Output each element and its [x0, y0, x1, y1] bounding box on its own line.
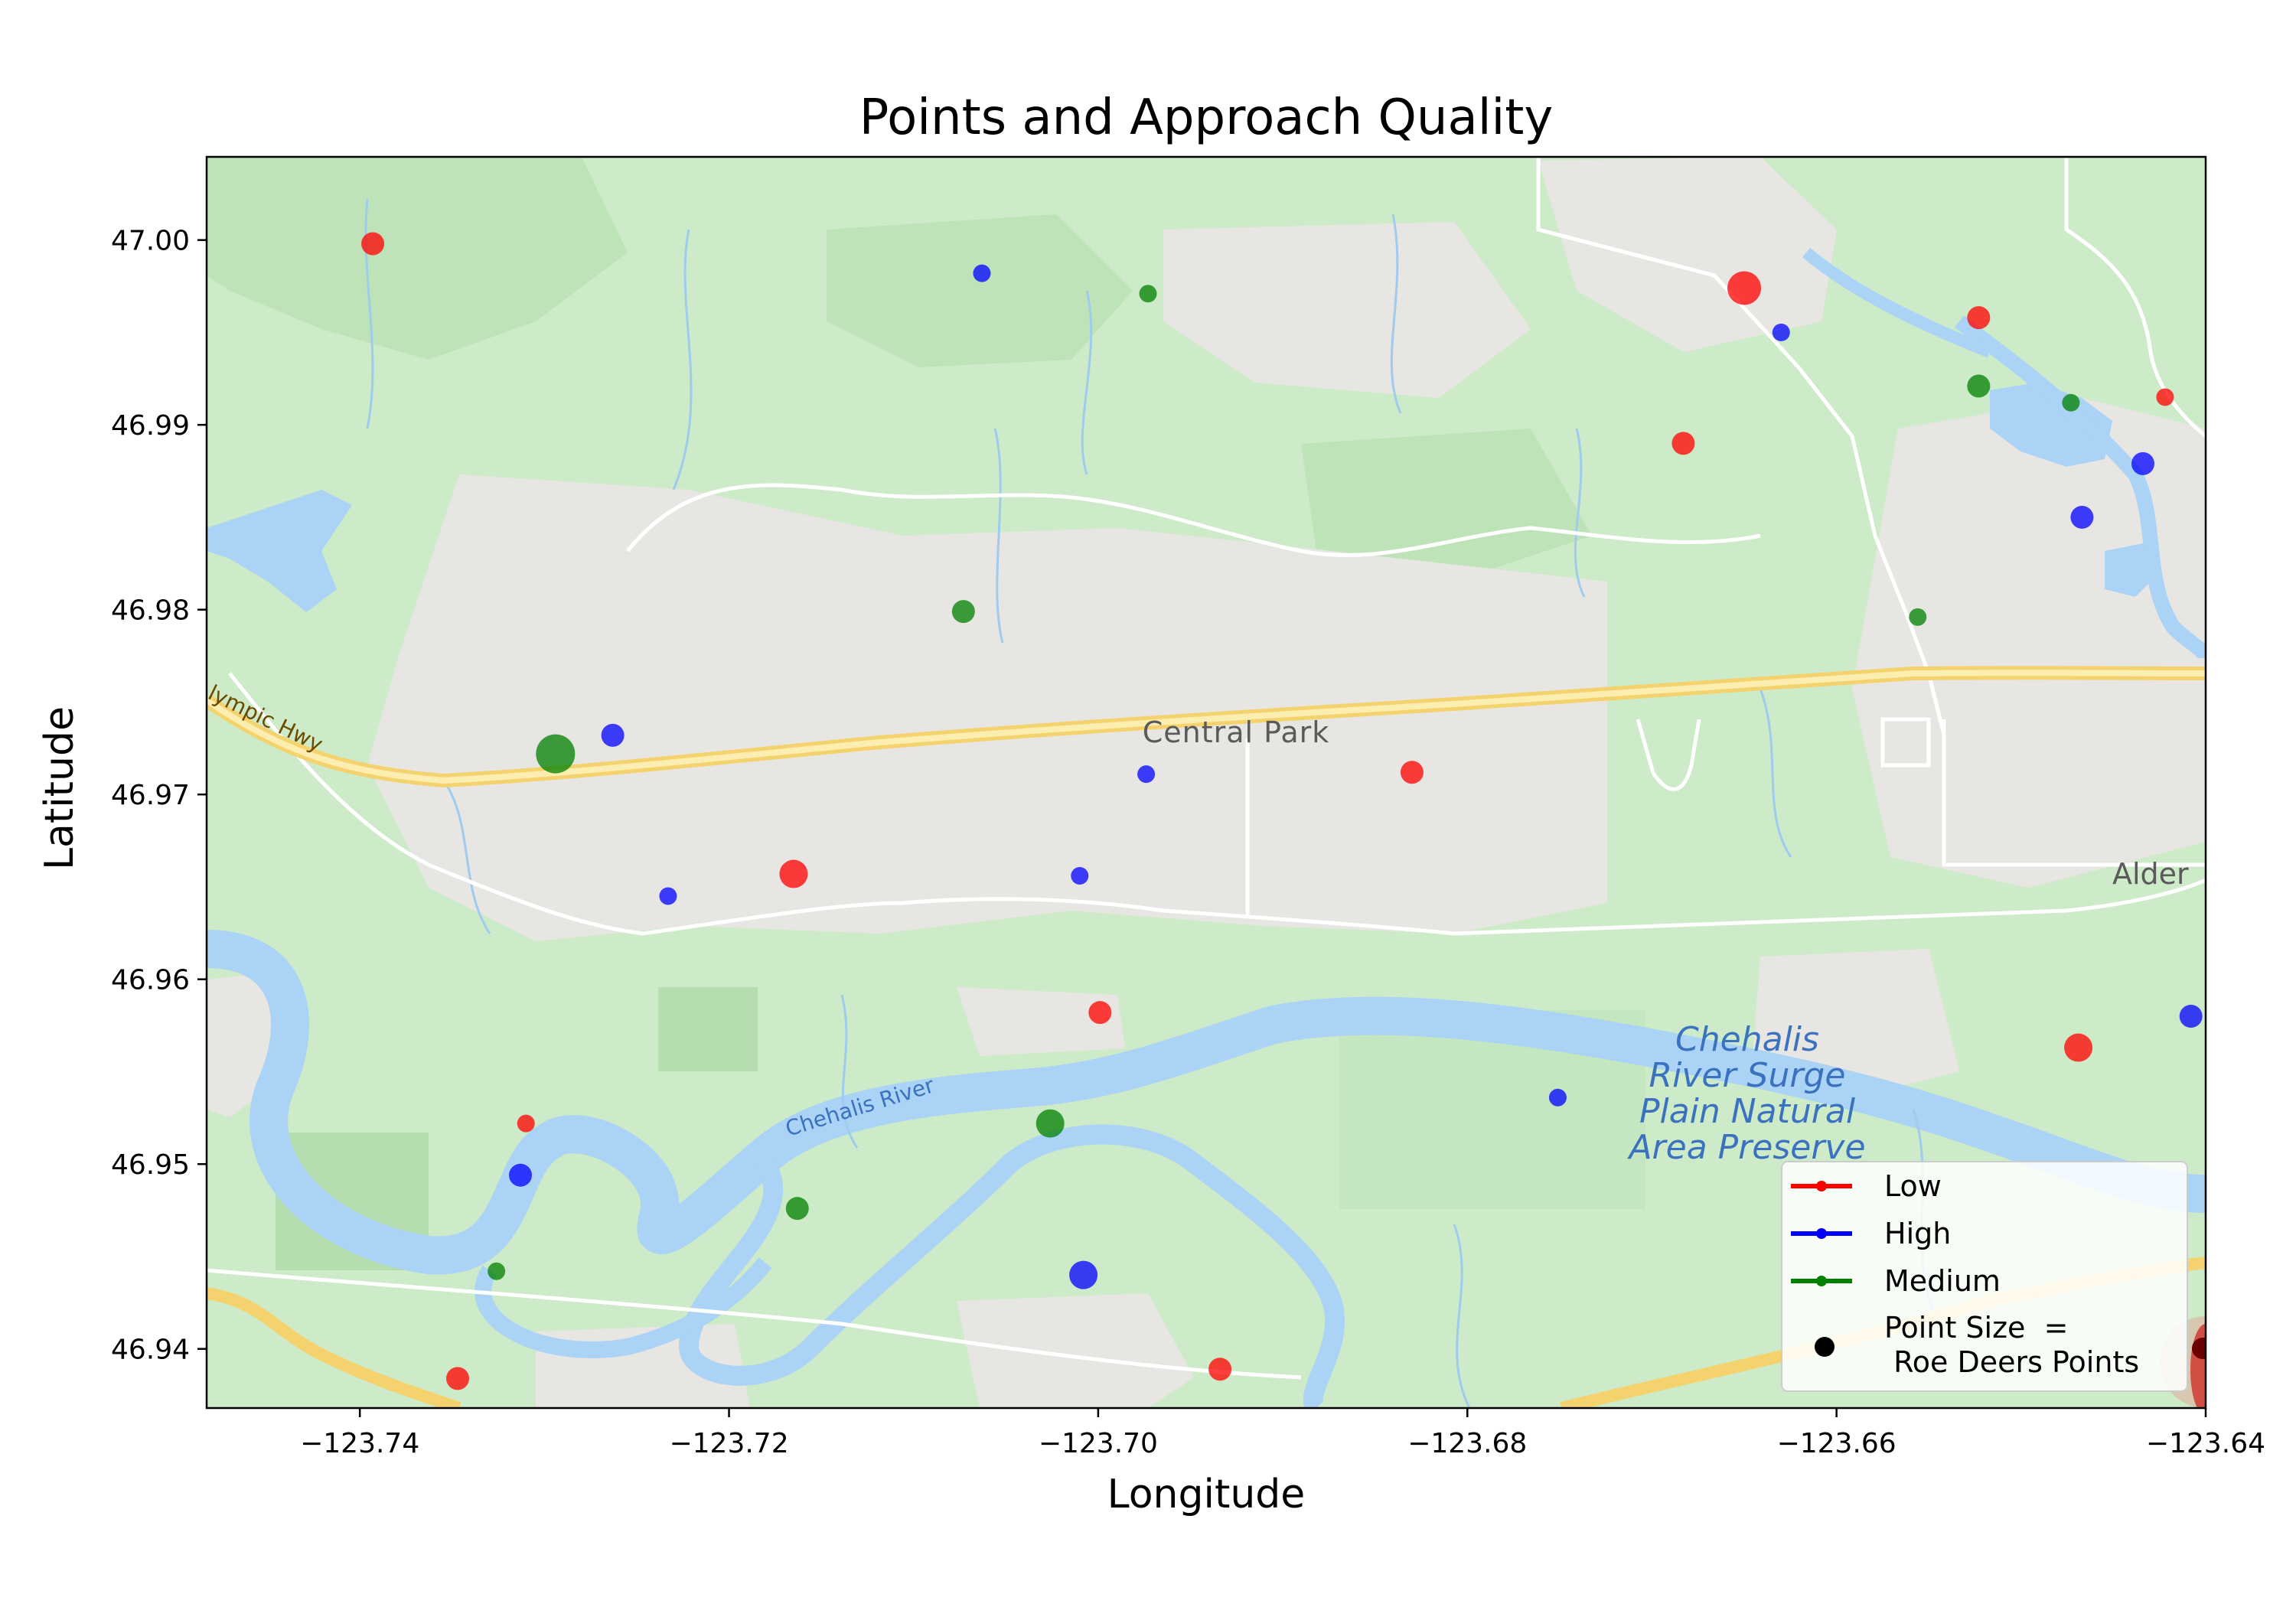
point-high — [601, 723, 625, 747]
chart-title: Points and Approach Quality — [859, 90, 1553, 146]
y-tick-label: 46.97 — [111, 780, 190, 811]
x-axis-ticks: −123.74 −123.72 −123.70 −123.68 −123.66 −123.… — [300, 1408, 2265, 1459]
point-low — [2064, 1033, 2093, 1062]
legend-entry-low: Low — [1791, 1169, 1942, 1203]
point-medium — [785, 1197, 809, 1221]
forest-patch — [1301, 429, 1592, 582]
point-medium — [536, 734, 576, 774]
x-axis-label: Longitude — [1107, 1472, 1306, 1517]
y-tick-label: 46.94 — [111, 1335, 190, 1366]
river-tributary — [1802, 247, 1992, 358]
lake — [207, 490, 352, 612]
x-tick-label: −123.70 — [1039, 1428, 1158, 1459]
y-tick-label: 46.99 — [111, 410, 190, 442]
x-tick-label: −123.64 — [2146, 1428, 2265, 1459]
point-low — [361, 232, 385, 256]
map-label-central-park: Central Park — [1143, 715, 1330, 749]
developed-area — [367, 474, 1607, 941]
developed-area — [1852, 398, 2206, 888]
point-high — [1137, 765, 1156, 784]
point-low — [446, 1367, 470, 1390]
y-tick-label: 46.95 — [111, 1149, 190, 1181]
point-low — [1967, 306, 1991, 330]
point-medium — [951, 600, 975, 624]
map-label-town: Alder — [2112, 857, 2189, 891]
point-medium — [1139, 285, 1157, 303]
point-low — [779, 859, 808, 888]
olympic-highway-center — [207, 670, 2206, 784]
legend-label-medium: Medium — [1884, 1264, 2001, 1298]
point-medium — [1035, 1109, 1065, 1138]
legend-marker-size — [1815, 1337, 1835, 1357]
developed-area — [957, 1293, 1194, 1408]
y-axis-ticks: 46.94 46.95 46.96 46.97 46.98 46.99 47.00 — [111, 226, 207, 1366]
preserve-line-1: Chehalis — [1675, 1020, 1819, 1059]
point-high — [1548, 1088, 1567, 1107]
legend-entry-high: High — [1791, 1217, 1951, 1250]
developed-area — [1538, 157, 1837, 352]
point-low — [1208, 1358, 1232, 1381]
chehalis-river-channel — [475, 1257, 772, 1358]
x-tick-label: −123.72 — [669, 1428, 788, 1459]
y-tick-label: 46.98 — [111, 595, 190, 627]
point-high — [1069, 1260, 1098, 1289]
point-low — [1400, 761, 1424, 784]
chehalis-river — [207, 930, 2206, 1275]
point-high — [1071, 866, 1089, 885]
legend-box — [1781, 1161, 2188, 1392]
legend-label-size-line1: Point Size = — [1884, 1311, 2068, 1345]
point-high — [2070, 505, 2094, 529]
corner-highlight — [2192, 1338, 2206, 1359]
legend-marker-low — [1816, 1181, 1827, 1191]
point-low — [1671, 432, 1695, 455]
point-high — [659, 887, 677, 905]
point-high — [509, 1163, 533, 1187]
plot-frame — [205, 155, 2207, 1410]
point-high — [1772, 323, 1790, 341]
legend-entry-size: Point Size = Roe Deers Points — [1815, 1311, 2139, 1379]
point-high — [973, 264, 991, 282]
legend-label-high: High — [1884, 1217, 1951, 1250]
southern-highway — [207, 1287, 461, 1408]
point-high — [2179, 1005, 2203, 1028]
y-tick-label: 47.00 — [111, 226, 190, 257]
legend: Low High Medium Point Size = Roe Deers P… — [1781, 1161, 2188, 1392]
scatter-points — [361, 232, 2203, 1390]
roads — [207, 157, 2206, 1380]
x-tick-label: −123.66 — [1777, 1428, 1896, 1459]
y-tick-label: 46.96 — [111, 965, 190, 996]
point-medium — [2062, 393, 2080, 412]
streams — [364, 198, 1938, 1408]
point-medium — [1909, 608, 1927, 626]
x-tick-label: −123.68 — [1407, 1428, 1527, 1459]
point-low — [517, 1114, 535, 1133]
preserve-area — [658, 987, 758, 1071]
lake — [1990, 383, 2112, 467]
legend-label-size-line2: Roe Deers Points — [1884, 1345, 2139, 1379]
point-low — [1727, 271, 1762, 305]
developed-area — [957, 987, 1125, 1056]
river-tributary — [1954, 315, 2206, 660]
preserve-line-2: River Surge — [1649, 1056, 1846, 1095]
legend-label-low: Low — [1884, 1169, 1942, 1203]
point-medium — [1967, 374, 1991, 398]
forest-patch — [827, 214, 1133, 367]
legend-marker-medium — [1816, 1276, 1827, 1286]
chehalis-river-channel — [678, 1124, 1345, 1408]
preserve-line-3: Plain Natural — [1639, 1092, 1856, 1131]
y-axis-label: Latitude — [37, 706, 83, 870]
map-background: Central Park lympic Hwy Chehalis River A… — [207, 157, 2206, 1408]
point-high — [2131, 451, 2154, 475]
legend-marker-high — [1816, 1228, 1827, 1239]
developed-area — [1163, 222, 1531, 398]
map-label-preserve: Chehalis River Surge Plain Natural Area … — [1626, 1020, 1865, 1167]
x-tick-label: −123.74 — [300, 1428, 419, 1459]
point-medium — [488, 1262, 506, 1280]
forest-patch — [207, 157, 628, 360]
point-low — [2156, 388, 2174, 406]
legend-entry-medium: Medium — [1791, 1264, 2001, 1298]
preserve-line-4: Area Preserve — [1626, 1128, 1865, 1167]
point-low — [1088, 1001, 1112, 1025]
